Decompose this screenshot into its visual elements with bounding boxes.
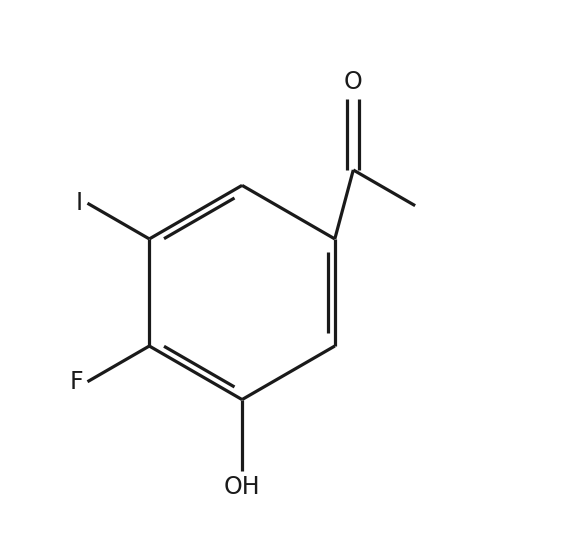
Text: I: I	[76, 191, 83, 215]
Text: OH: OH	[224, 475, 260, 500]
Text: F: F	[69, 370, 83, 394]
Text: O: O	[344, 70, 363, 94]
